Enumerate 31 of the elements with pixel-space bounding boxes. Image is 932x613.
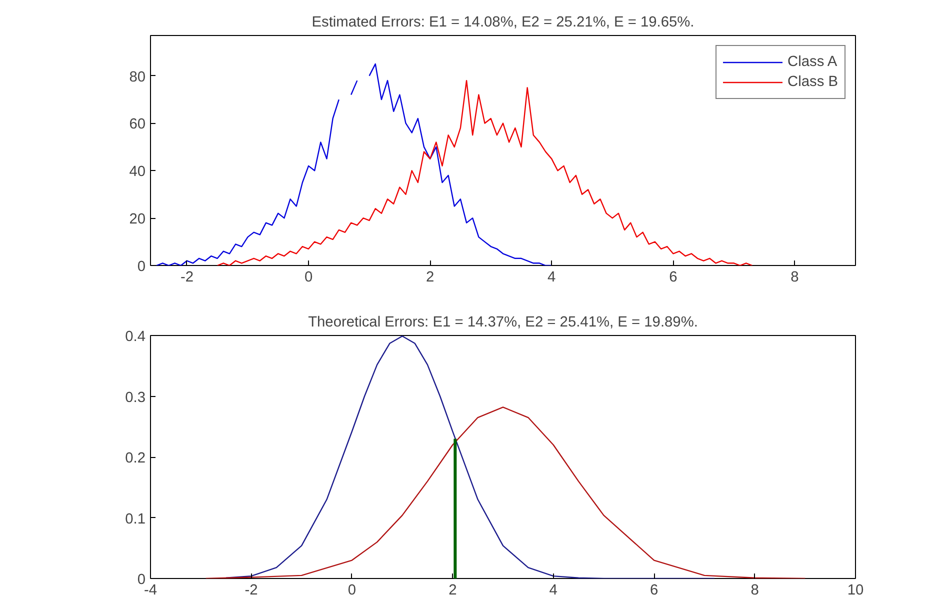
y-tick-label: 0 bbox=[137, 259, 146, 275]
y-tick-label: 80 bbox=[129, 69, 146, 86]
y-tick-label: 20 bbox=[129, 212, 146, 228]
x-tick-label: 6 bbox=[650, 582, 658, 598]
chart-title: Theoretical Errors: E1 = 14.37%, E2 = 25.41%, E = 19.89%. bbox=[308, 314, 698, 330]
y-tick-label: 40 bbox=[129, 164, 146, 180]
x-tick-label: 2 bbox=[426, 270, 434, 286]
y-tick-label: 60 bbox=[129, 116, 146, 133]
x-tick-label: 8 bbox=[790, 270, 799, 286]
x-tick-label: 8 bbox=[750, 582, 759, 598]
x-tick-label: -2 bbox=[244, 582, 258, 598]
line-series bbox=[216, 80, 753, 266]
x-tick-label: 4 bbox=[549, 582, 558, 598]
chart-title: Estimated Errors: E1 = 14.08%, E2 = 25.21%, E = 19.65%. bbox=[312, 14, 694, 30]
y-tick-label: 0.2 bbox=[125, 450, 146, 466]
line-series bbox=[225, 336, 716, 578]
y-tick-label: 0.4 bbox=[125, 329, 146, 345]
x-tick-label: 10 bbox=[847, 582, 864, 598]
legend-label: Class A bbox=[788, 54, 838, 70]
y-tick-label: 0.1 bbox=[125, 511, 146, 528]
x-tick-label: 0 bbox=[304, 270, 313, 286]
y-tick-label: 0 bbox=[137, 572, 146, 588]
x-tick-label: -2 bbox=[180, 270, 194, 286]
x-tick-label: 6 bbox=[669, 270, 678, 286]
line-series bbox=[205, 406, 806, 578]
legend-label: Class B bbox=[788, 74, 838, 90]
x-tick-label: 0 bbox=[348, 582, 356, 598]
y-tick-label: 0.3 bbox=[125, 390, 146, 406]
x-tick-label: -4 bbox=[144, 582, 158, 598]
x-tick-label: 2 bbox=[448, 582, 457, 598]
x-tick-label: 4 bbox=[548, 270, 556, 286]
